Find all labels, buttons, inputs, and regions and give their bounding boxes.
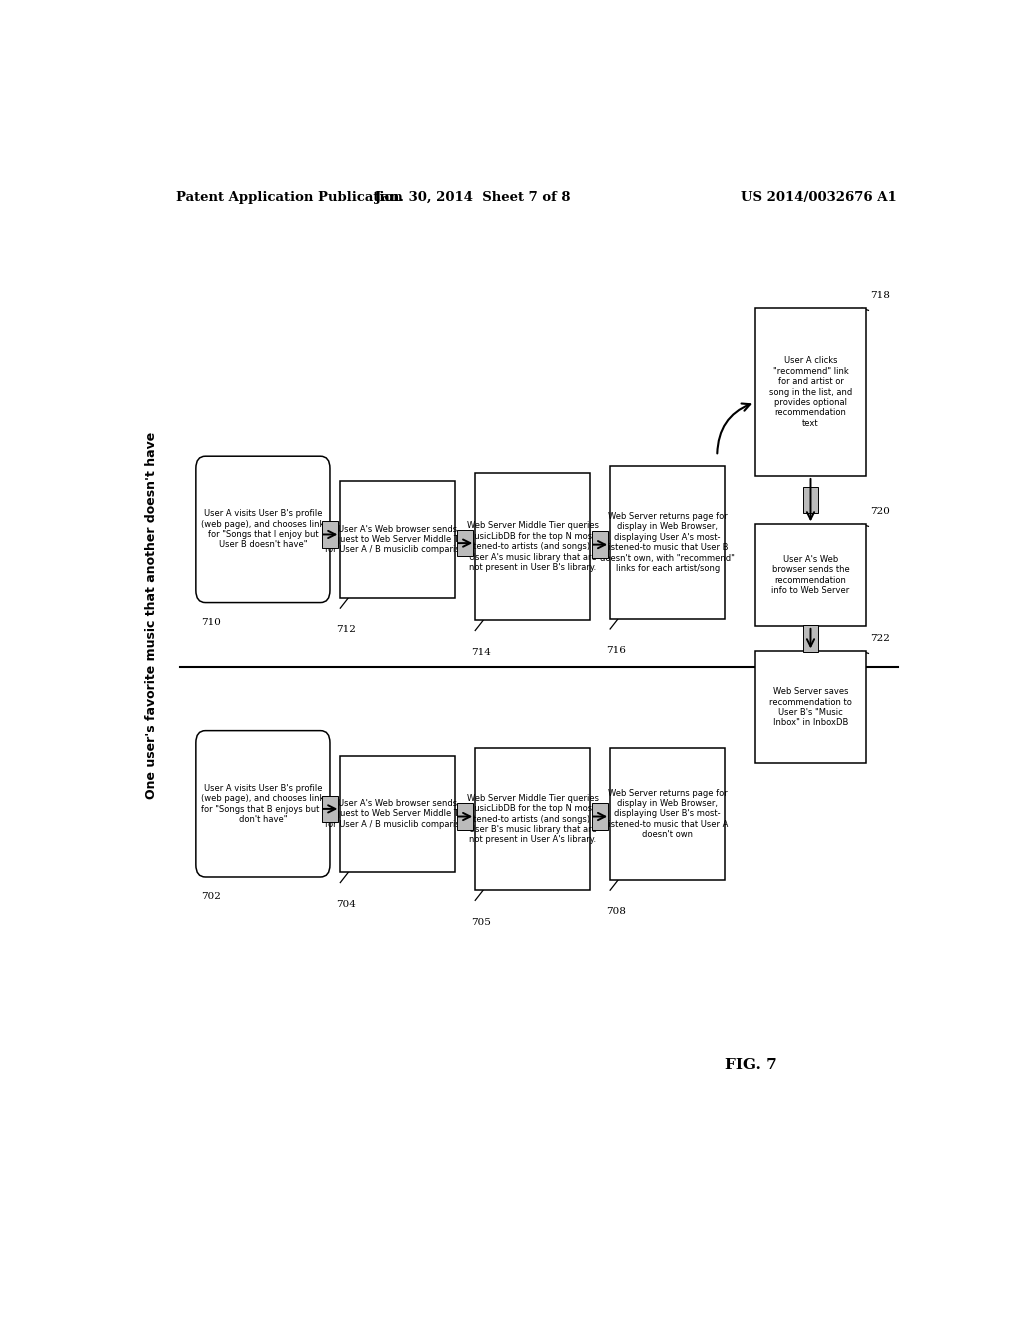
Text: 712: 712 bbox=[336, 626, 356, 635]
Text: 710: 710 bbox=[202, 618, 221, 627]
Text: User A visits User B's profile
(web page), and chooses link
for "Songs that B en: User A visits User B's profile (web page… bbox=[201, 784, 325, 824]
Text: User A's Web browser sends
request to Web Server Middle Tier
for User A / B musi: User A's Web browser sends request to We… bbox=[326, 799, 470, 829]
FancyBboxPatch shape bbox=[610, 748, 725, 880]
Text: User A's Web browser sends
request to Web Server Middle Tier
for User A / B musi: User A's Web browser sends request to We… bbox=[326, 524, 470, 554]
Text: One user's favorite music that another doesn't have: One user's favorite music that another d… bbox=[145, 432, 159, 800]
FancyBboxPatch shape bbox=[475, 473, 590, 620]
Text: 718: 718 bbox=[870, 292, 890, 300]
Text: US 2014/0032676 A1: US 2014/0032676 A1 bbox=[740, 190, 896, 203]
FancyBboxPatch shape bbox=[803, 626, 818, 652]
Text: 720: 720 bbox=[870, 507, 890, 516]
Text: Web Server Middle Tier queries
MusicLibDB for the top N most-
listened-to artist: Web Server Middle Tier queries MusicLibD… bbox=[465, 521, 601, 572]
Text: 716: 716 bbox=[606, 647, 626, 655]
FancyBboxPatch shape bbox=[323, 521, 338, 548]
FancyBboxPatch shape bbox=[323, 796, 338, 822]
Text: Patent Application Publication: Patent Application Publication bbox=[176, 190, 402, 203]
FancyBboxPatch shape bbox=[196, 457, 330, 602]
Text: Web Server Middle Tier queries
MusicLibDB for the top N most-
listened-to artist: Web Server Middle Tier queries MusicLibD… bbox=[465, 793, 601, 845]
Text: Web Server returns page for
display in Web Browser,
displaying User A's most-
li: Web Server returns page for display in W… bbox=[600, 512, 735, 573]
Text: 714: 714 bbox=[471, 648, 492, 657]
FancyBboxPatch shape bbox=[458, 529, 473, 556]
Text: Jan. 30, 2014  Sheet 7 of 8: Jan. 30, 2014 Sheet 7 of 8 bbox=[376, 190, 571, 203]
FancyBboxPatch shape bbox=[340, 480, 456, 598]
Text: 704: 704 bbox=[336, 900, 356, 909]
Text: 705: 705 bbox=[471, 917, 492, 927]
FancyBboxPatch shape bbox=[755, 524, 866, 626]
Text: 702: 702 bbox=[202, 892, 221, 902]
FancyBboxPatch shape bbox=[755, 651, 866, 763]
FancyBboxPatch shape bbox=[755, 309, 866, 477]
FancyBboxPatch shape bbox=[458, 804, 473, 830]
Text: 708: 708 bbox=[606, 907, 626, 916]
FancyBboxPatch shape bbox=[592, 804, 608, 830]
Text: User A's Web
browser sends the
recommendation
info to Web Server: User A's Web browser sends the recommend… bbox=[771, 554, 850, 595]
FancyBboxPatch shape bbox=[475, 748, 590, 890]
FancyBboxPatch shape bbox=[610, 466, 725, 619]
FancyBboxPatch shape bbox=[340, 755, 456, 873]
FancyBboxPatch shape bbox=[196, 731, 330, 876]
Text: Web Server saves
recommendation to
User B's "Music
Inbox" in InboxDB: Web Server saves recommendation to User … bbox=[769, 688, 852, 727]
Text: Web Server returns page for
display in Web Browser,
displaying User B's most-
li: Web Server returns page for display in W… bbox=[606, 788, 729, 840]
FancyBboxPatch shape bbox=[592, 532, 608, 558]
Text: User A visits User B's profile
(web page), and chooses link
for "Songs that I en: User A visits User B's profile (web page… bbox=[202, 510, 325, 549]
Text: 722: 722 bbox=[870, 634, 890, 643]
Text: FIG. 7: FIG. 7 bbox=[725, 1059, 777, 1072]
FancyBboxPatch shape bbox=[803, 487, 818, 513]
Text: User A clicks
"recommend" link
for and artist or
song in the list, and
provides : User A clicks "recommend" link for and a… bbox=[769, 356, 852, 428]
